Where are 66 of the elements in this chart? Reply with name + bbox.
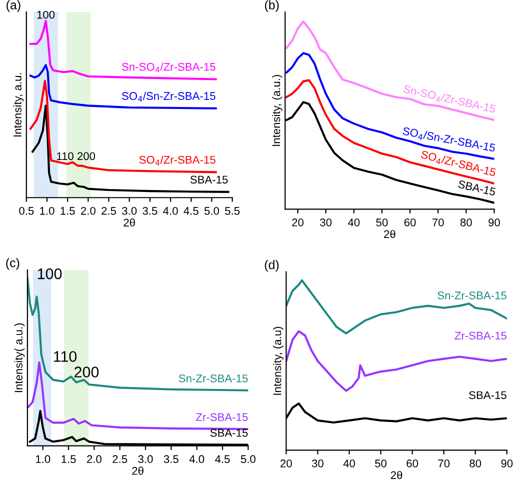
annotation: 200 [74,366,99,378]
x-tick-label: 3.0 [122,206,137,215]
x-tick-label: 5.0 [240,455,256,464]
x-tick-label: 80 [470,460,482,468]
series-label: SO$_{4}$/Zr-SBA-15 [139,156,216,166]
series-label: Zr-SBA-15 [196,413,248,422]
x-tick-label: 2.0 [87,455,102,464]
y-axis-title: Intensity, a.u. [13,73,24,136]
x-tick-label: 2.5 [112,455,128,464]
x-tick-label: 2.0 [81,206,96,215]
x-tick-label: 30 [312,460,324,468]
series-label: SBA-15 [190,176,228,184]
series-label: SBA-15 [210,428,248,437]
y-axis-title: Intensity( a.u.) [14,323,25,392]
x-tick-label: 60 [406,460,418,468]
chart-title: (a) [6,0,20,12]
x-tick-label: 1.0 [36,455,50,464]
series-label: Sn-Zr-SBA-15 [438,292,506,300]
chart-title: (c) [6,258,20,270]
series-label: SO$_{4}$/Sn-Zr-SBA-15 [122,92,216,102]
x-axis-title: 2θ [132,466,144,475]
annotation: 100 [38,268,62,280]
text: SBA-15 [458,180,496,196]
series-label: Sn-SO$_{4}$/Zr-SBA-15 [122,62,216,72]
x-tick-label: 0.5 [19,206,34,215]
x-tick-label: 3.5 [164,455,178,464]
x-tick-label: 20 [280,460,292,468]
text: SO$_{4}$/Zr-SBA-15 [420,150,496,178]
x-axis-title: 2θ [384,230,396,238]
annotation: 110 200 [57,152,96,160]
x-tick-label: 80 [460,218,472,226]
chart-title: (d) [264,260,279,272]
chart-title: (b) [264,0,279,12]
x-tick-label: 70 [432,218,444,226]
y-axis-title: Intensity, (a.u) [273,326,284,395]
series-label: SBA-15 [469,391,506,400]
series-label: Sn-Zr-SBA-15 [178,374,248,382]
x-tick-label: 1.0 [40,206,54,215]
x-tick-label: 4.5 [215,455,230,464]
x-tick-label: 5.0 [204,206,220,215]
annotation: 100 [37,10,55,19]
text: Sn-SO$_{4}$/Zr-SBA-15 [402,84,496,115]
x-tick-label: 1.5 [62,455,76,464]
x-tick-label: 60 [404,218,416,226]
x-tick-label: 40 [343,460,355,468]
x-tick-label: 70 [438,460,450,468]
x-tick-label: 20 [292,218,304,226]
x-tick-label: 30 [320,218,332,226]
x-tick-label: 40 [348,218,360,226]
x-tick-label: 1.5 [60,207,75,215]
x-tick-label: 90 [488,218,500,226]
x-tick-label: 2.5 [102,206,116,215]
x-tick-label: 3.0 [138,455,153,464]
x-tick-label: 50 [376,218,388,226]
series-label: Zr-SBA-15 [454,332,506,340]
annotation: 110 [54,351,77,362]
x-tick-label: 50 [375,460,387,468]
x-tick-label: 5.5 [225,207,240,215]
x-tick-label: 4.5 [184,207,198,215]
x-axis-title: 2θ [124,218,135,227]
x-tick-label: 3.5 [142,206,158,215]
x-tick-label: 90 [501,460,513,468]
x-axis-title: 2θ [390,470,402,480]
x-tick-label: 4.0 [163,206,178,215]
y-axis-title: Intensity, (a.u.) [272,74,282,146]
x-tick-label: 4.0 [189,455,204,464]
